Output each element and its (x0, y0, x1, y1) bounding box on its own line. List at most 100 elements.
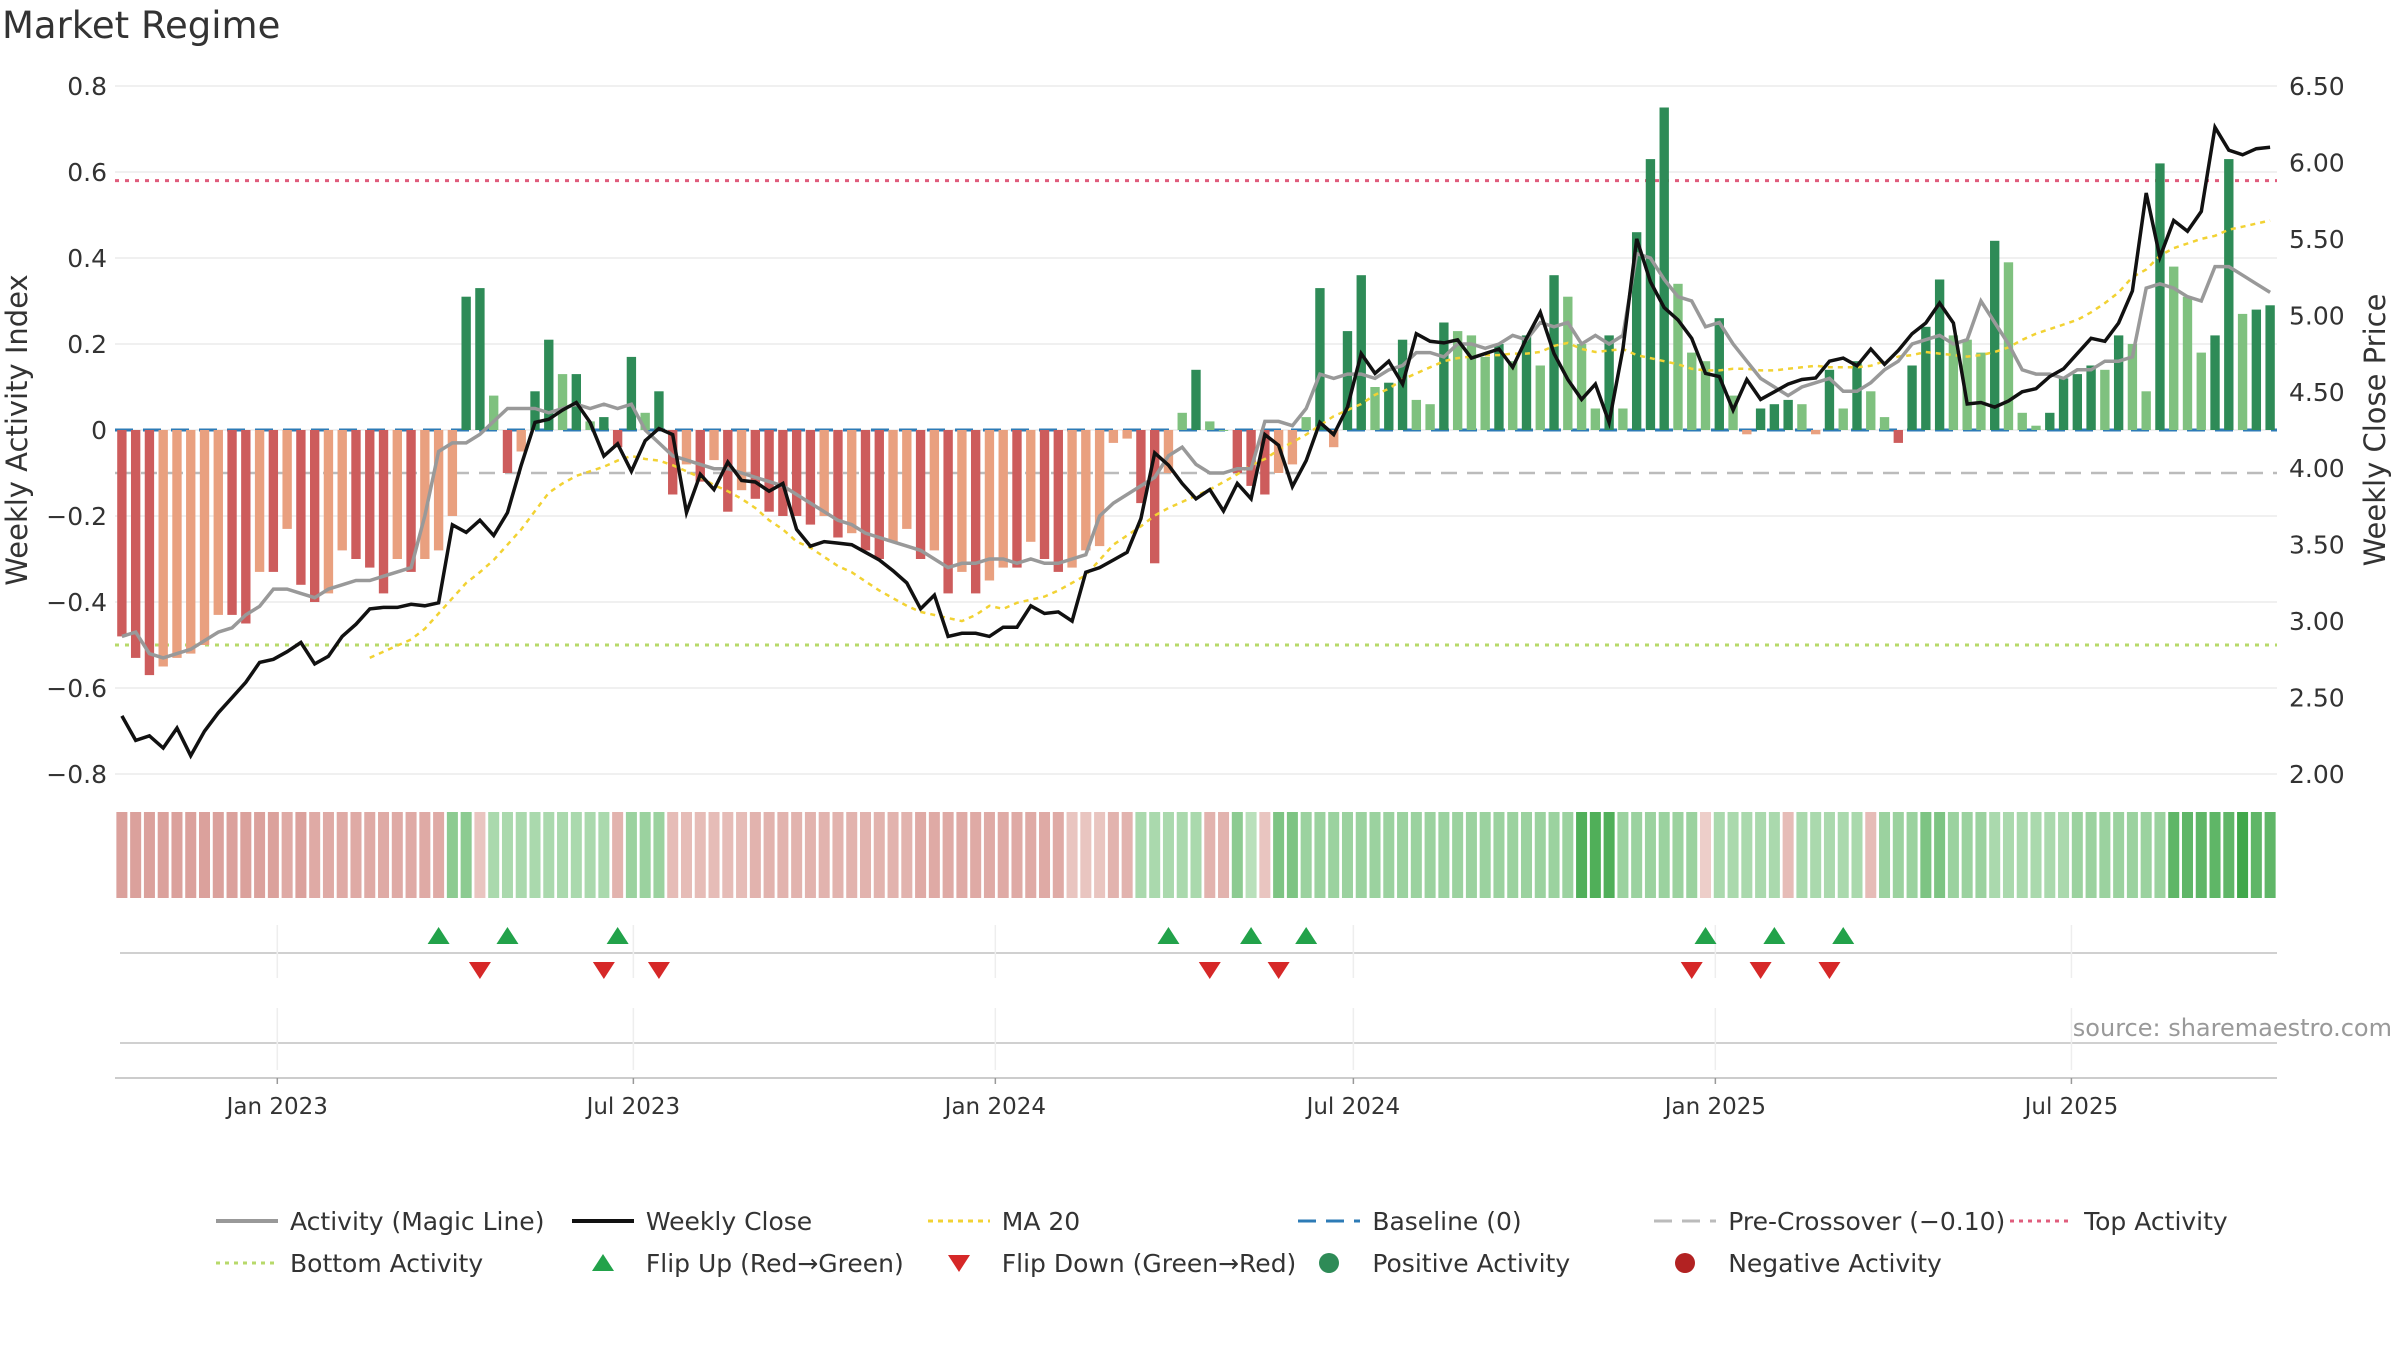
flip-up-marker (427, 927, 450, 944)
regime-strip-cell (2195, 812, 2207, 898)
regime-strip-cell (2209, 812, 2221, 898)
activity-bar (1425, 404, 1435, 430)
legend-item-precross[interactable]: Pre-Crossover (−0.10) (1652, 1204, 2008, 1238)
activity-bar (1604, 335, 1614, 430)
regime-strip-cell (1755, 812, 1767, 898)
legend-item-baseline[interactable]: Baseline (0) (1296, 1204, 1652, 1238)
regime-strip-cell (1149, 812, 1161, 898)
regime-strip-cell (598, 812, 610, 898)
activity-bar (1246, 430, 1256, 486)
regime-strip-cell (1865, 812, 1877, 898)
regime-strip-cell (667, 812, 679, 898)
activity-bar (1301, 417, 1311, 430)
x-tick-label: Jan 2023 (225, 1094, 328, 1120)
activity-bar (1384, 382, 1394, 430)
legend-label: Weekly Close (645, 1206, 813, 1236)
activity-bar (1852, 361, 1862, 430)
legend-item-bottom[interactable]: Bottom Activity (214, 1246, 570, 1280)
activity-bar (1535, 365, 1545, 430)
activity-bar (1122, 430, 1132, 439)
regime-strip-cell (557, 812, 569, 898)
activity-bar (1329, 430, 1339, 448)
regime-strip-cell (653, 812, 665, 898)
regime-strip-cell (1011, 812, 1023, 898)
activity-bar (2086, 365, 2096, 430)
regime-strip-cell (1823, 812, 1835, 898)
activity-bar (1026, 430, 1036, 542)
activity-bar (1714, 318, 1724, 430)
regime-strip-cell (1039, 812, 1051, 898)
activity-bar (819, 430, 829, 516)
regime-strip-cell (708, 812, 720, 898)
regime-strip-cell (1658, 812, 1670, 898)
activity-bar (1439, 322, 1449, 430)
legend-item-ma20[interactable]: MA 20 (926, 1204, 1297, 1238)
activity-bar (323, 430, 334, 594)
legend-label: Positive Activity (1372, 1248, 1571, 1278)
regime-strip-cell (1080, 812, 1092, 898)
circle-icon (1319, 1253, 1340, 1273)
regime-strip-cell (391, 812, 403, 898)
flip-down-marker (468, 962, 491, 979)
regime-strip-cell (254, 812, 266, 898)
regime-strip-cell (2223, 812, 2235, 898)
regime-strip-cell (1438, 812, 1450, 898)
activity-bar (668, 430, 678, 495)
regime-strip-cell (2168, 812, 2180, 898)
activity-bar (2155, 163, 2165, 430)
activity-bar (1990, 240, 2000, 430)
regime-strip-cell (1892, 812, 1904, 898)
regime-strip-cell (1906, 812, 1918, 898)
regime-strip-cell (1314, 812, 1326, 898)
regime-strip-cell (791, 812, 803, 898)
activity-bar (750, 430, 761, 499)
regime-strip-cell (474, 812, 486, 898)
regime-strip-cell (694, 812, 706, 898)
flip-down-marker (647, 962, 670, 979)
legend-item-top[interactable]: Top Activity (2008, 1204, 2364, 1238)
regime-strip-cell (1162, 812, 1174, 898)
activity-bar (874, 430, 884, 559)
legend-item-flipup[interactable]: Flip Up (Red→Green) (570, 1246, 926, 1280)
regime-strip-cell (1066, 812, 1078, 898)
activity-bar (1783, 399, 1793, 430)
activity-bar (1370, 387, 1380, 430)
y2-tick-label: 2.50 (2289, 684, 2345, 713)
legend-item-flipdown[interactable]: Flip Down (Green→Red) (926, 1246, 1296, 1280)
chart-legend: Activity (Magic Line) Weekly Close MA 20 Ba… (214, 1204, 2364, 1280)
legend-item-close[interactable]: Weekly Close (570, 1204, 926, 1238)
activity-bar (392, 430, 402, 559)
legend-item-magic[interactable]: Activity (Magic Line) (214, 1204, 570, 1238)
y2-tick-label: 3.50 (2289, 531, 2345, 560)
activity-bar (860, 430, 871, 551)
activity-bar (1631, 232, 1642, 430)
flip-down-marker (1198, 962, 1221, 979)
regime-strip-cell (1727, 812, 1739, 898)
regime-strip-cell (1644, 812, 1656, 898)
activity-bar (117, 430, 127, 637)
activity-bar (475, 288, 485, 430)
activity-bar (1673, 283, 1683, 430)
flip-up-marker (1694, 927, 1717, 944)
activity-bar (1232, 430, 1242, 473)
activity-bar (1866, 391, 1876, 430)
activity-bar (2237, 313, 2248, 430)
regime-strip-cell (378, 812, 390, 898)
flip-up-marker (606, 927, 629, 944)
legend-item-neg[interactable]: Negative Activity (1652, 1246, 2008, 1280)
activity-bar (1618, 408, 1628, 430)
regime-strip-cell (942, 812, 954, 898)
legend-item-pos[interactable]: Positive Activity (1296, 1246, 1652, 1280)
regime-strip-cell (612, 812, 624, 898)
regime-strip-cell (1947, 812, 1959, 898)
activity-bar (1563, 296, 1573, 430)
regime-strip-cell (1672, 812, 1684, 898)
regime-strip-cell (433, 812, 445, 898)
activity-bar (1769, 404, 1780, 430)
regime-strip-cell (1190, 812, 1202, 898)
activity-bar (516, 430, 526, 452)
activity-bar (351, 430, 361, 559)
activity-bar (1150, 430, 1160, 564)
activity-bar (998, 430, 1008, 568)
